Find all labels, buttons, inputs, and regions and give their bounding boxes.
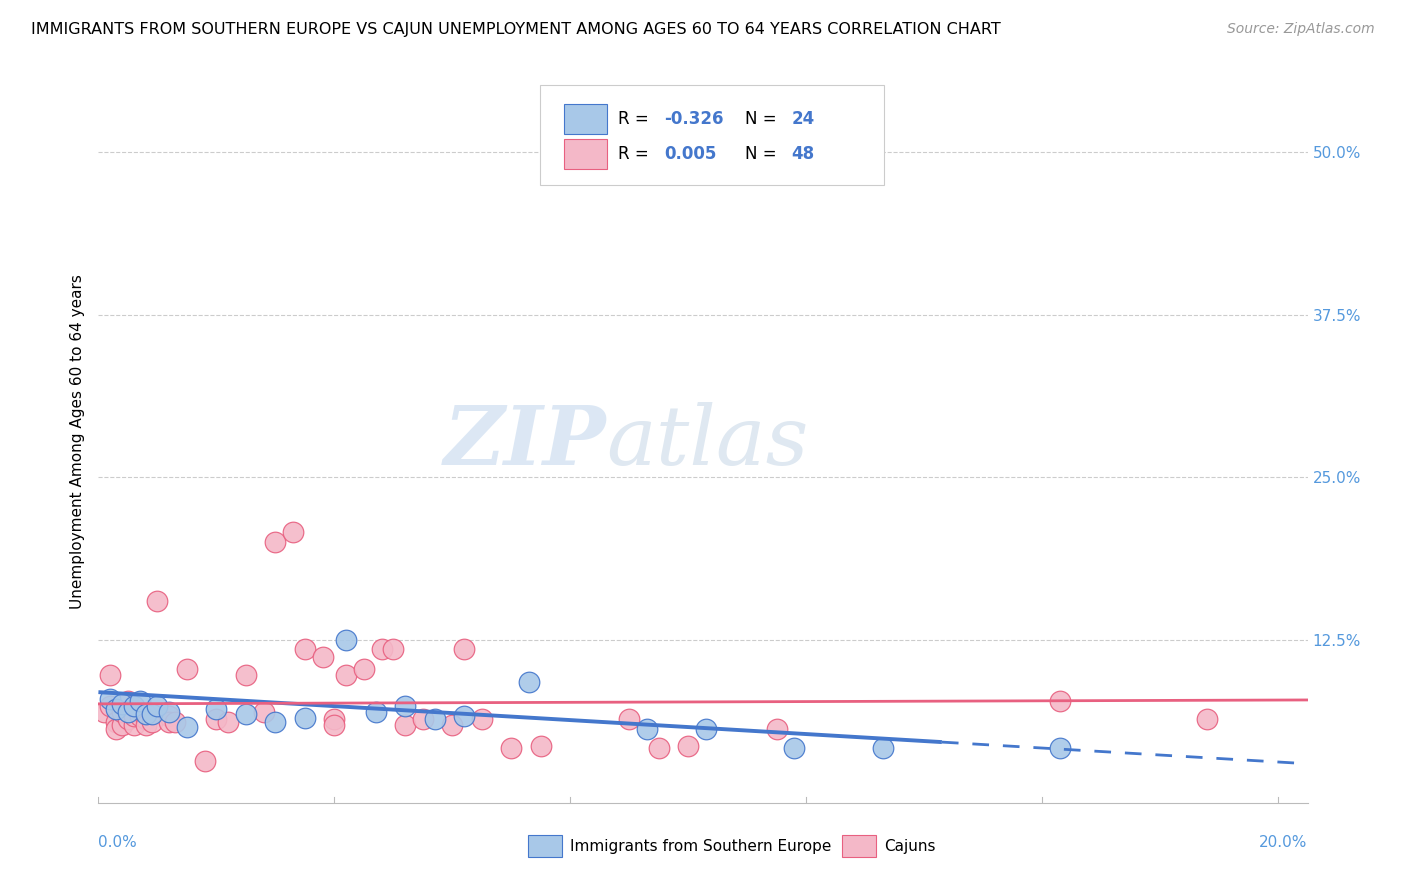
FancyBboxPatch shape: [564, 139, 607, 169]
Point: [619, 713, 641, 727]
Point: [141, 707, 163, 722]
Point: [93, 705, 115, 719]
Point: [117, 705, 139, 719]
Point: [128, 694, 150, 708]
Point: [530, 739, 553, 753]
Text: Cajuns: Cajuns: [884, 838, 936, 854]
Point: [323, 717, 346, 731]
Point: [252, 705, 274, 719]
Point: [501, 741, 523, 756]
Point: [128, 708, 150, 723]
Point: [122, 699, 145, 714]
Point: [111, 705, 134, 719]
Point: [335, 668, 357, 682]
FancyBboxPatch shape: [564, 104, 607, 135]
Point: [1197, 713, 1219, 727]
Point: [135, 707, 157, 722]
Point: [217, 715, 239, 730]
Point: [453, 642, 475, 657]
Point: [205, 713, 228, 727]
Point: [695, 722, 717, 736]
Point: [370, 642, 392, 657]
Point: [111, 697, 134, 711]
FancyBboxPatch shape: [540, 86, 884, 185]
Text: Immigrants from Southern Europe: Immigrants from Southern Europe: [569, 838, 831, 854]
Point: [176, 662, 198, 676]
Text: R =: R =: [619, 111, 654, 128]
Point: [294, 642, 316, 657]
Text: Source: ZipAtlas.com: Source: ZipAtlas.com: [1227, 22, 1375, 37]
Point: [517, 674, 540, 689]
Point: [105, 715, 128, 730]
Point: [335, 633, 357, 648]
Point: [678, 739, 700, 753]
Point: [235, 668, 257, 682]
Point: [765, 722, 787, 736]
Text: ZIP: ZIP: [444, 401, 606, 482]
Point: [105, 722, 128, 736]
Point: [1049, 741, 1071, 756]
Point: [423, 713, 446, 727]
Point: [311, 650, 333, 665]
Text: 0.005: 0.005: [664, 145, 717, 163]
Point: [453, 708, 475, 723]
Point: [141, 715, 163, 730]
Text: IMMIGRANTS FROM SOUTHERN EUROPE VS CAJUN UNEMPLOYMENT AMONG AGES 60 TO 64 YEARS : IMMIGRANTS FROM SOUTHERN EUROPE VS CAJUN…: [31, 22, 1001, 37]
Text: R =: R =: [619, 145, 654, 163]
Text: 48: 48: [792, 145, 814, 163]
Point: [135, 713, 157, 727]
Point: [353, 662, 375, 676]
Text: 20.0%: 20.0%: [1260, 835, 1308, 850]
Point: [412, 713, 434, 727]
Point: [281, 524, 304, 539]
Point: [157, 715, 180, 730]
Text: atlas: atlas: [606, 401, 808, 482]
Point: [364, 705, 387, 719]
Point: [441, 717, 464, 731]
Point: [1049, 694, 1071, 708]
Point: [122, 717, 145, 731]
Point: [636, 722, 658, 736]
Point: [146, 594, 169, 608]
Text: 0.0%: 0.0%: [98, 835, 138, 850]
Point: [471, 713, 494, 727]
Text: N =: N =: [745, 111, 782, 128]
Point: [98, 691, 121, 706]
Text: -0.326: -0.326: [664, 111, 724, 128]
Point: [872, 741, 894, 756]
Point: [117, 713, 139, 727]
Point: [194, 754, 217, 768]
Point: [157, 705, 180, 719]
Point: [264, 535, 287, 549]
FancyBboxPatch shape: [842, 835, 876, 857]
Point: [98, 668, 121, 682]
Point: [122, 708, 145, 723]
Point: [135, 717, 157, 731]
Point: [117, 694, 139, 708]
Point: [394, 717, 416, 731]
Point: [264, 715, 287, 730]
Point: [105, 702, 128, 716]
Point: [98, 699, 121, 714]
Point: [648, 741, 671, 756]
Point: [783, 741, 806, 756]
Text: N =: N =: [745, 145, 782, 163]
Point: [146, 699, 169, 714]
Text: 24: 24: [792, 111, 814, 128]
Point: [176, 720, 198, 734]
Y-axis label: Unemployment Among Ages 60 to 64 years: Unemployment Among Ages 60 to 64 years: [69, 274, 84, 609]
Point: [111, 717, 134, 731]
Point: [165, 715, 187, 730]
Point: [382, 642, 405, 657]
Point: [157, 708, 180, 723]
FancyBboxPatch shape: [527, 835, 561, 857]
Point: [205, 702, 228, 716]
Point: [294, 711, 316, 725]
Point: [235, 707, 257, 722]
Point: [323, 713, 346, 727]
Point: [394, 699, 416, 714]
